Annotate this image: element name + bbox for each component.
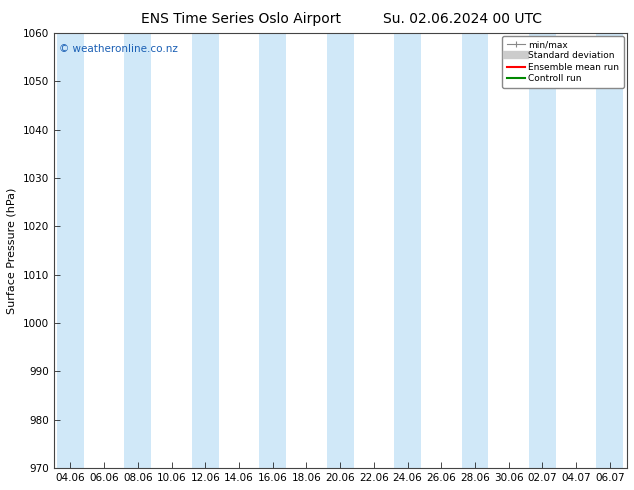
Bar bbox=[192, 33, 219, 468]
Y-axis label: Surface Pressure (hPa): Surface Pressure (hPa) bbox=[7, 187, 17, 314]
Legend: min/max, Standard deviation, Ensemble mean run, Controll run: min/max, Standard deviation, Ensemble me… bbox=[502, 36, 624, 88]
Bar bbox=[462, 33, 488, 468]
Bar bbox=[259, 33, 286, 468]
Text: ENS Time Series Oslo Airport: ENS Time Series Oslo Airport bbox=[141, 12, 341, 26]
Bar bbox=[124, 33, 152, 468]
Text: Su. 02.06.2024 00 UTC: Su. 02.06.2024 00 UTC bbox=[384, 12, 542, 26]
Bar bbox=[327, 33, 354, 468]
Bar bbox=[529, 33, 556, 468]
Text: © weatheronline.co.nz: © weatheronline.co.nz bbox=[60, 44, 178, 54]
Bar bbox=[394, 33, 421, 468]
Bar bbox=[597, 33, 623, 468]
Bar bbox=[57, 33, 84, 468]
